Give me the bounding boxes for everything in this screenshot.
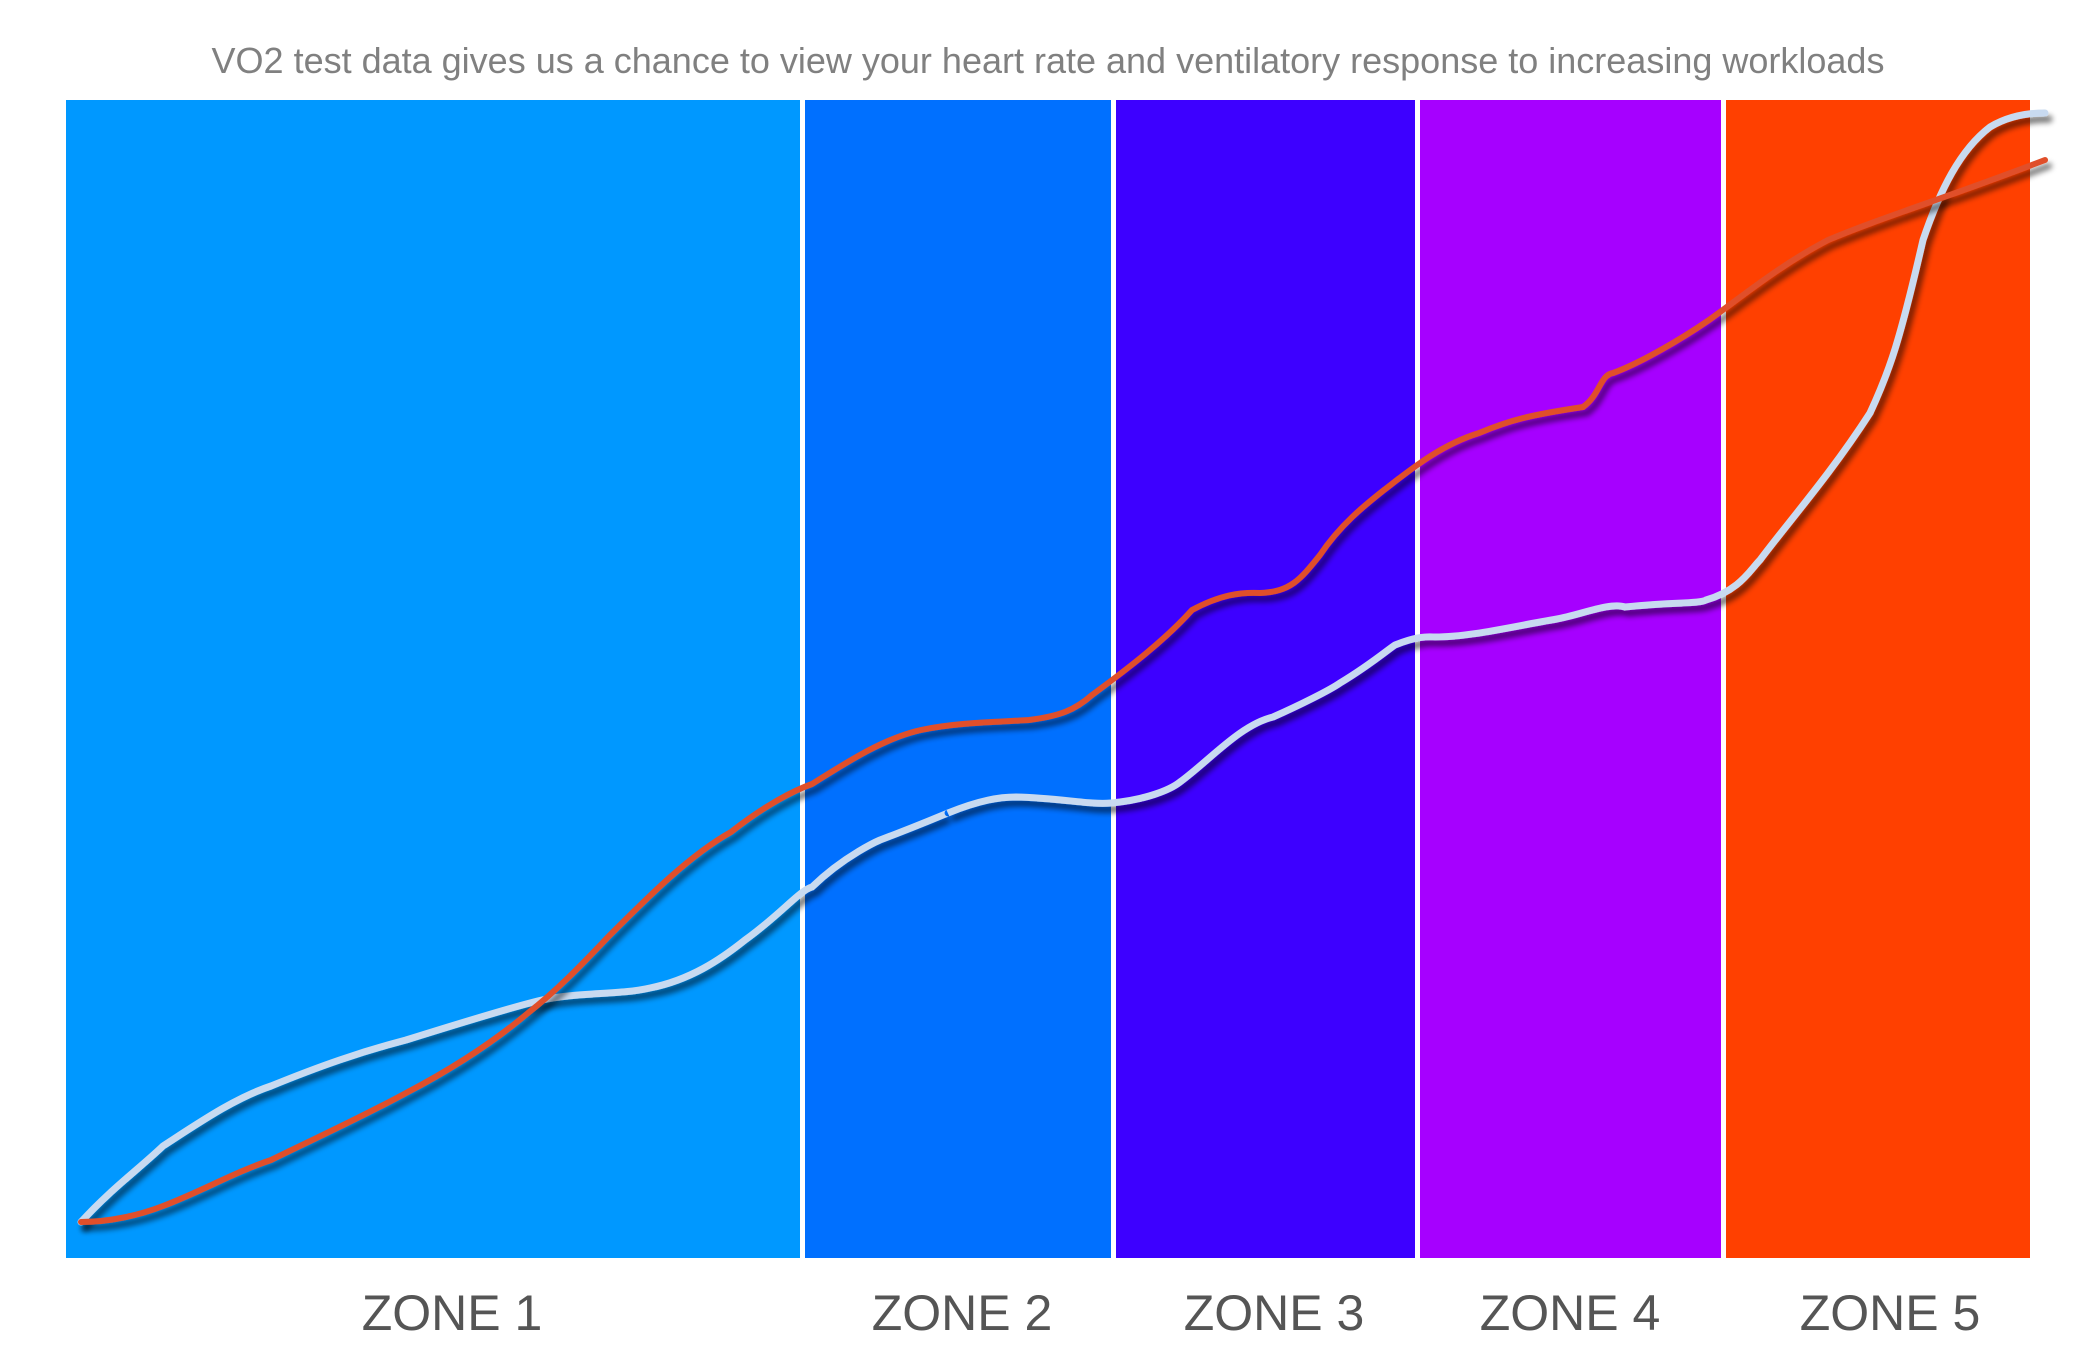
zone-band-4 — [1420, 100, 1721, 1258]
zone-band-1 — [66, 100, 800, 1258]
zone-label-5: ZONE 5 — [1799, 1285, 1981, 1341]
zone-label-4: ZONE 4 — [1479, 1285, 1661, 1341]
zone-label-1: ZONE 1 — [361, 1285, 543, 1341]
zone-label-3: ZONE 3 — [1183, 1285, 1365, 1341]
zone-label-2: ZONE 2 — [871, 1285, 1053, 1341]
zone-band-5 — [1726, 100, 2030, 1258]
zone-band-3 — [1116, 100, 1415, 1258]
chart-title: VO2 test data gives us a chance to view … — [211, 40, 1885, 81]
zone-band-2 — [805, 100, 1111, 1258]
